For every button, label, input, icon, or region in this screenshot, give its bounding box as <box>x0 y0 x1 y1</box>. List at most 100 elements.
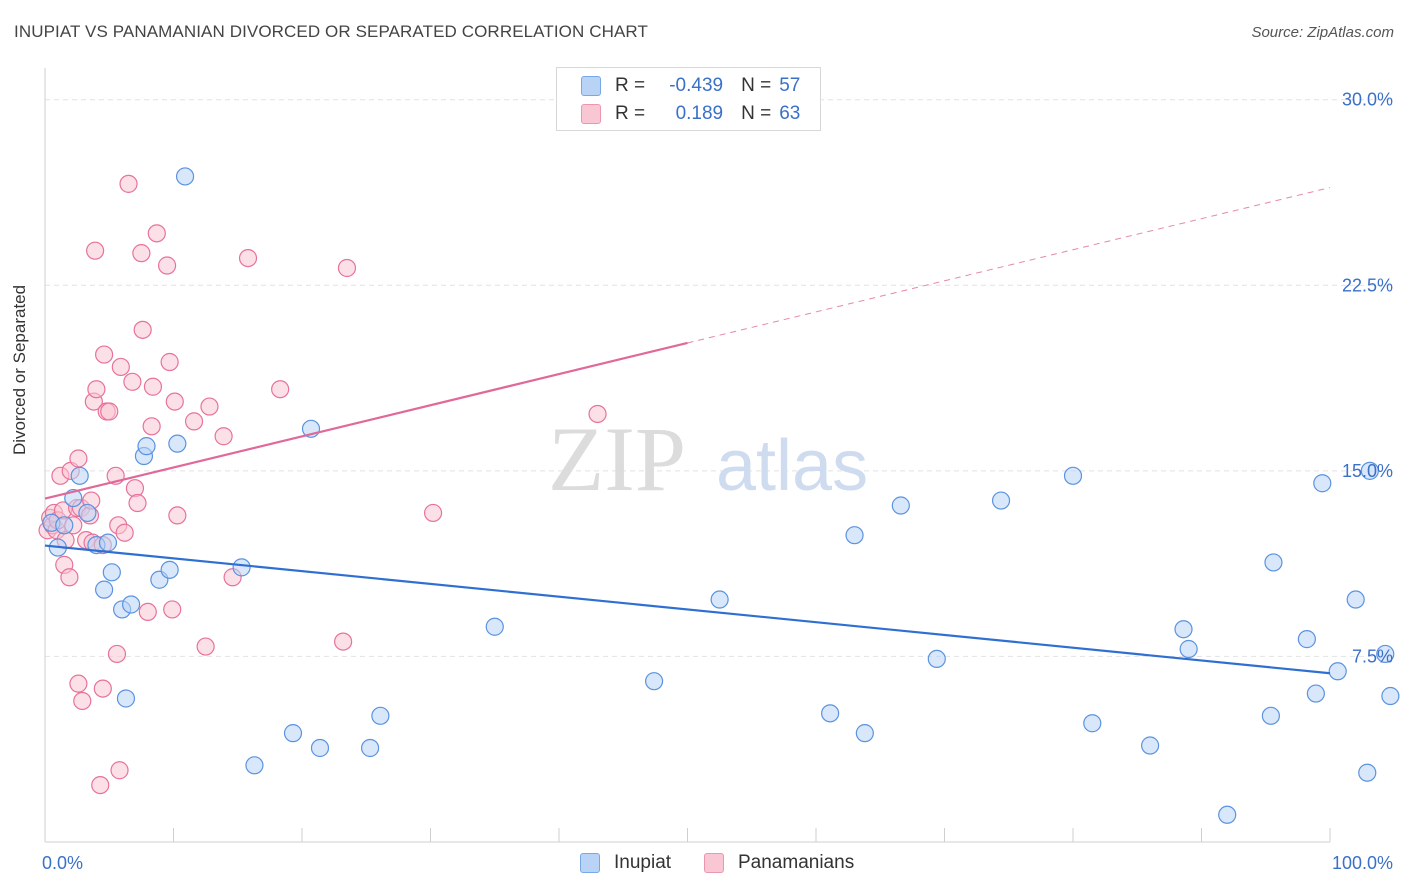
panamanians-point <box>168 506 187 525</box>
inupiat-point <box>55 516 74 535</box>
inupiat-point <box>1261 706 1280 725</box>
panamanians-point <box>123 372 142 391</box>
panamanians-point <box>115 523 134 542</box>
source-label: Source: ZipAtlas.com <box>1251 24 1394 41</box>
inupiat-point <box>1358 763 1377 782</box>
series-swatch-panamanians <box>704 853 724 873</box>
panamanians-point <box>271 380 290 399</box>
inupiat-point <box>70 466 89 485</box>
y-axis-label: Divorced or Separated <box>10 284 29 455</box>
panamanians-point <box>200 397 219 416</box>
inupiat-point <box>1264 553 1283 572</box>
panamanians-point <box>423 503 443 523</box>
inupiat-point <box>821 704 840 723</box>
inupiat-point <box>710 590 729 609</box>
inupiat-point <box>991 491 1011 510</box>
axes <box>44 68 1331 843</box>
y-tick-label: 15.0% <box>1342 461 1393 481</box>
inupiat-point <box>310 738 330 758</box>
inupiat-point <box>1346 590 1365 609</box>
x-tick-label: 0.0% <box>42 853 83 873</box>
panamanians-trend-line <box>44 341 688 500</box>
inupiat-point <box>845 526 864 545</box>
panamanians-point <box>334 632 353 651</box>
series-legend-panamanians[interactable]: Panamanians <box>704 852 854 874</box>
inupiat-point <box>1376 644 1395 664</box>
legend-r-label: R = <box>615 75 646 96</box>
inupiat-point <box>1063 466 1083 485</box>
y-tick-label: 22.5% <box>1342 275 1393 295</box>
inupiat-point <box>855 724 874 743</box>
y-tick-label: 30.0% <box>1342 90 1393 110</box>
panamanians-point <box>128 493 147 513</box>
x-tick-label: 100.0% <box>1332 853 1393 873</box>
panamanians-point <box>86 241 105 260</box>
panamanians-point <box>165 392 184 411</box>
inupiat-point <box>644 672 664 691</box>
inupiat-point <box>283 724 303 743</box>
inupiat-point <box>1218 805 1237 824</box>
panamanians-point <box>93 679 112 698</box>
legend-r-label: R = <box>615 103 646 124</box>
panamanians-point <box>196 637 215 656</box>
panamanians-point <box>133 320 152 339</box>
inupiat-point <box>361 738 380 758</box>
inupiat-point <box>78 503 97 523</box>
inupiat-trend-line <box>44 544 1331 675</box>
inupiat-point <box>1297 630 1316 649</box>
panamanians-point <box>119 174 138 193</box>
panamanians-point <box>69 674 88 693</box>
inupiat-point <box>1140 736 1160 755</box>
inupiat-point <box>95 580 114 599</box>
tick-labels: 7.5% 15.0% 22.5% 30.0% 0.0% 100.0% <box>42 90 1393 873</box>
watermark-atlas: atlas <box>716 426 868 506</box>
panamanians-point <box>73 691 92 711</box>
panamanians-point <box>60 568 79 587</box>
panamanians-point <box>132 244 151 263</box>
inupiat-point <box>168 434 187 453</box>
inupiat-point <box>1174 620 1193 639</box>
panamanians-point <box>87 380 106 399</box>
panamanians-point <box>111 357 130 377</box>
inupiat-point <box>1381 686 1400 706</box>
inupiat-point <box>485 617 504 636</box>
trend-lines <box>44 187 1331 675</box>
inupiat-point <box>1360 461 1379 480</box>
panamanians-point <box>125 479 145 498</box>
panamanians-trend-line <box>687 187 1331 344</box>
watermark: ZIP atlas <box>548 408 868 510</box>
series-label-inupiat: Inupiat <box>614 852 672 873</box>
inupiat-point <box>137 437 156 456</box>
inupiat-point <box>232 558 251 577</box>
panamanians-point <box>100 402 119 421</box>
inupiat-point <box>371 706 390 725</box>
panamanians-point <box>157 256 177 275</box>
inupiat-point <box>1179 639 1198 659</box>
panamanians-point <box>160 352 179 372</box>
series-legend-inupiat[interactable]: Inupiat <box>580 852 671 874</box>
panamanians-point <box>110 761 129 780</box>
legend-row-panamanians: R = 0.189 N = 63 <box>581 100 800 128</box>
panamanians-point <box>107 644 127 664</box>
inupiat-point <box>891 496 910 515</box>
inupiat-point <box>927 649 946 669</box>
panamanians-point <box>238 248 258 268</box>
inupiat-point <box>1083 714 1102 733</box>
panamanians-point <box>69 449 88 468</box>
inupiat-point <box>121 595 141 614</box>
legend-n-value: 57 <box>779 75 801 96</box>
series-swatch-inupiat <box>580 853 600 873</box>
legend-r-value: -0.439 <box>669 75 724 96</box>
legend-n-value: 63 <box>779 103 801 124</box>
inupiat-point <box>245 756 264 775</box>
panamanians-point <box>147 224 166 243</box>
legend-swatch-panamanians <box>581 104 601 124</box>
inupiat-point <box>175 167 195 186</box>
inupiat-point <box>160 560 179 579</box>
panamanians-point <box>184 412 204 431</box>
panamanians-point <box>163 600 182 619</box>
inupiat-point <box>1306 684 1325 703</box>
legend-n-label: N = <box>741 103 772 124</box>
panamanians-point <box>214 427 233 446</box>
